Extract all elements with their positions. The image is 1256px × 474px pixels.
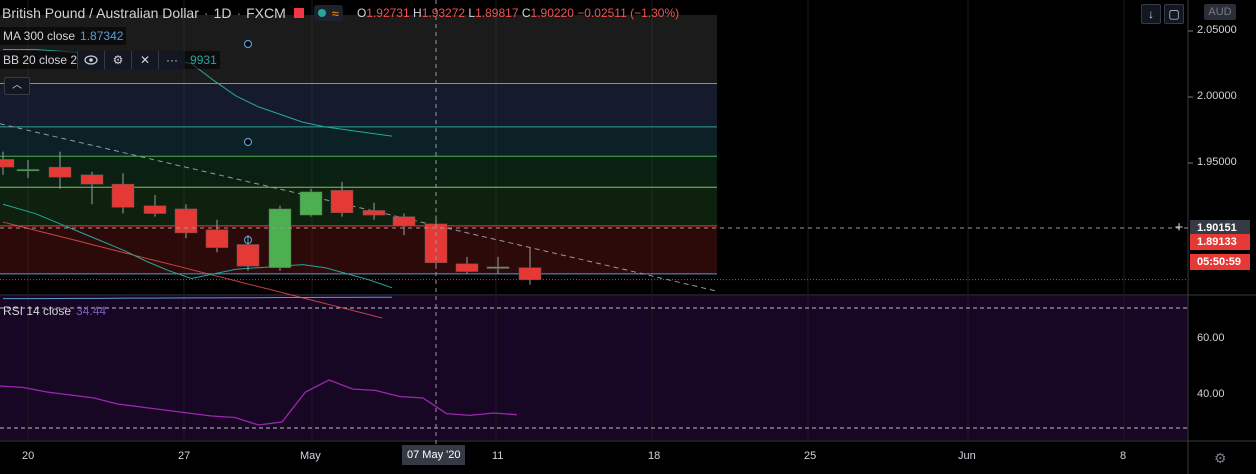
flag-icon[interactable] xyxy=(293,8,304,18)
gear-icon[interactable]: ⚙ xyxy=(104,51,132,69)
low-value: 1.89817 xyxy=(475,6,519,20)
bb-anchor-circle xyxy=(243,137,253,147)
close-value: 1.90220 xyxy=(530,6,574,20)
fib-zone xyxy=(0,187,717,226)
last-price-label: 1.89133 xyxy=(1190,234,1250,250)
candle-body xyxy=(268,208,292,268)
header-separator: · xyxy=(203,5,209,21)
arrow-down-icon[interactable]: ↓ xyxy=(1141,4,1161,24)
header-separator: · xyxy=(236,5,242,21)
time-tick: 20 xyxy=(22,450,35,462)
candle-body xyxy=(455,263,479,272)
countdown-label: 05:50:59 xyxy=(1190,254,1250,270)
candle-body xyxy=(16,169,40,172)
bb-label: BB 20 close 2 xyxy=(3,53,78,67)
change-value: −0.02511 (−1.30%) xyxy=(577,6,680,20)
trend-line xyxy=(0,123,717,292)
low-label: L xyxy=(468,6,476,20)
time-tick: 11 xyxy=(492,450,504,462)
fib-zone xyxy=(0,15,717,84)
fib-zone xyxy=(0,156,717,188)
bb-lower-line xyxy=(2,203,393,289)
time-tick: 18 xyxy=(648,450,661,462)
interval-label[interactable]: 1D xyxy=(213,5,232,21)
candle-body xyxy=(486,266,510,269)
rsi-tick: 40.00 xyxy=(1197,388,1225,400)
open-label: O xyxy=(356,6,367,20)
gear-icon[interactable]: ⚙ xyxy=(1214,450,1227,466)
close-icon[interactable]: ✕ xyxy=(131,51,159,69)
plus-icon[interactable]: + xyxy=(1174,219,1184,236)
wave-icon: ≈ xyxy=(331,5,339,21)
fib-zone xyxy=(0,83,717,127)
market-status-pill[interactable]: ≈ xyxy=(313,5,343,21)
eye-icon[interactable] xyxy=(77,51,105,69)
candle-body xyxy=(330,190,354,214)
crosshair-price-label: 1.90151 xyxy=(1190,220,1250,236)
bb-indicator-legend[interactable]: BB 20 close 2 ⚙ ✕ ··· 9931 xyxy=(0,51,220,69)
time-tick: 25 xyxy=(804,450,817,462)
currency-label[interactable]: AUD xyxy=(1204,4,1236,20)
fullscreen-icon[interactable]: ▢ xyxy=(1164,4,1184,24)
candle-body xyxy=(143,205,167,214)
price-tick: 1.95000 xyxy=(1197,156,1237,168)
rsi-line xyxy=(0,379,518,426)
rsi-value: 34.44 xyxy=(76,304,107,318)
candle-body xyxy=(174,208,198,234)
market-open-icon xyxy=(317,9,326,17)
time-tick: May xyxy=(300,450,321,462)
ma-value: 1.87342 xyxy=(80,29,124,43)
candle-body xyxy=(299,191,323,216)
rsi-indicator-legend[interactable]: RSI 14 close 34.44 xyxy=(0,303,109,319)
candle-body xyxy=(80,174,104,185)
ma-indicator-legend[interactable]: MA 300 close 1.87342 xyxy=(0,27,127,45)
chevron-up-icon[interactable]: ︿ xyxy=(4,77,30,95)
close-label: C xyxy=(521,6,531,20)
rsi-tick: 60.00 xyxy=(1197,332,1225,344)
crosshair-date-label: 07 May '20 xyxy=(402,445,466,465)
candle-body xyxy=(518,267,542,280)
ma-line xyxy=(2,221,383,319)
time-tick: 27 xyxy=(178,450,191,462)
bb-anchor-circle xyxy=(243,39,253,49)
bb-value: 9931 xyxy=(190,53,217,67)
ma-label: MA 300 close xyxy=(3,29,76,43)
candle-body xyxy=(0,159,15,168)
price-tick: 2.05000 xyxy=(1197,24,1237,36)
price-tick: 2.00000 xyxy=(1197,90,1237,102)
ohlc-readout: O1.92731 H1.93272 L1.89817 C1.90220 −0.0… xyxy=(357,6,679,20)
exchange-label: FXCM xyxy=(246,5,286,21)
candle-body xyxy=(111,183,135,208)
open-value: 1.92731 xyxy=(366,6,410,20)
candle-body xyxy=(236,244,260,267)
symbol-name[interactable]: British Pound / Australian Dollar xyxy=(2,5,199,21)
candle-body xyxy=(48,166,72,178)
ma300-line xyxy=(3,296,393,300)
symbol-header: British Pound / Australian Dollar · 1D ·… xyxy=(2,4,679,22)
candle-body xyxy=(392,216,416,227)
high-value: 1.93272 xyxy=(421,6,466,20)
candle-body xyxy=(205,229,229,248)
candle-body xyxy=(362,210,386,216)
time-tick: Jun xyxy=(958,450,976,462)
high-label: H xyxy=(413,6,422,20)
rsi-label: RSI 14 close xyxy=(3,304,72,318)
rsi-pane xyxy=(0,296,1188,440)
time-tick: 8 xyxy=(1120,450,1127,462)
fib-zone xyxy=(0,225,717,274)
more-icon[interactable]: ··· xyxy=(158,51,186,69)
